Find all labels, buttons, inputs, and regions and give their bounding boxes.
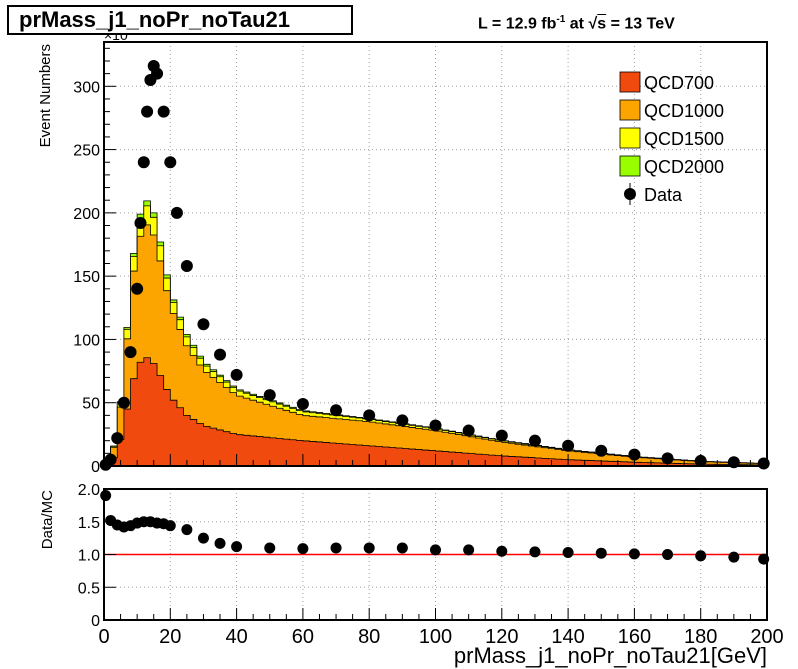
ratio-point	[181, 524, 193, 536]
ratio-point	[595, 547, 607, 559]
y-tick-label-upper: 50	[82, 396, 100, 413]
ratio-point	[463, 544, 475, 556]
data-point	[197, 318, 210, 331]
data-point	[151, 67, 164, 80]
data-point	[296, 397, 309, 410]
data-point	[134, 216, 147, 229]
ratio-point	[100, 490, 112, 502]
legend-swatch-qcd1500	[619, 127, 641, 149]
data-point	[230, 368, 243, 381]
lumi-exp: -1	[556, 14, 566, 25]
stack-qcd700	[103, 357, 768, 467]
data-point	[157, 105, 170, 118]
chart-title: prMass_j1_noPr_noTau21	[19, 7, 291, 32]
legend-data-marker	[624, 188, 636, 200]
legend-swatch-qcd1000	[619, 99, 641, 121]
x-tick-label: 80	[358, 626, 380, 648]
data-point	[180, 260, 193, 273]
ratio-point	[662, 549, 674, 560]
data-point	[562, 439, 575, 452]
data-point	[528, 434, 541, 447]
y-tick-label-upper: 200	[73, 206, 100, 223]
legend-swatch-qcd2000	[619, 155, 641, 177]
data-point	[661, 452, 674, 465]
data-point	[170, 206, 183, 219]
legend-label-data: Data	[644, 185, 683, 205]
x-axis-title: prMass_j1_noPr_noTau21[GeV]	[454, 643, 767, 668]
legend-swatch-qcd700	[619, 71, 641, 93]
legend-label-qcd700: QCD700	[644, 73, 714, 93]
chart-title-box: prMass_j1_noPr_noTau21	[7, 5, 353, 35]
x-tick-label: 180	[684, 626, 717, 648]
data-point	[111, 432, 124, 445]
y-tick-label-lower: 0.5	[78, 580, 100, 597]
ratio-point	[264, 542, 276, 554]
legend-label-qcd1500: QCD1500	[644, 129, 724, 149]
ratio-point	[396, 542, 408, 554]
ratio-point	[214, 537, 226, 549]
x-tick-label: 100	[419, 626, 452, 648]
ratio-point	[496, 545, 508, 557]
y-tick-label-lower: 0	[91, 613, 100, 630]
data-point	[396, 414, 409, 427]
y-axis-title-upper: Event Numbers	[37, 44, 54, 147]
lumi-tail: = 13 TeV	[606, 15, 675, 33]
ratio-point	[363, 542, 375, 554]
y-tick-label-upper: 150	[73, 269, 100, 286]
ratio-point	[628, 548, 640, 560]
data-point	[495, 429, 508, 442]
data-point	[104, 453, 117, 466]
data-point	[137, 156, 150, 169]
data-point	[363, 409, 376, 422]
legend-label-qcd2000: QCD2000	[644, 157, 724, 177]
y-tick-label-upper: 100	[73, 332, 100, 349]
data-point	[117, 396, 130, 409]
y-axis-title-lower: Data/MC	[39, 490, 56, 549]
x-tick-label: 60	[292, 626, 314, 648]
x-tick-label: 0	[98, 626, 109, 648]
y-tick-label-upper: 0	[91, 459, 100, 476]
data-point	[595, 444, 608, 457]
data-point	[462, 424, 475, 437]
y-tick-label-upper: 250	[73, 143, 100, 160]
ratio-point	[562, 547, 574, 559]
x-tick-label: 20	[159, 626, 181, 648]
y-tick-label-lower: 1.5	[78, 515, 100, 532]
data-point	[429, 419, 442, 432]
ratio-point	[197, 532, 209, 544]
lumi-root: √	[588, 15, 598, 33]
data-point	[124, 346, 137, 359]
x-tick-label: 140	[551, 626, 584, 648]
data-point	[263, 389, 276, 402]
data-point	[330, 404, 343, 417]
y-tick-label-lower: 2.0	[78, 482, 100, 499]
x-tick-label: 200	[750, 626, 783, 648]
luminosity-label: L = 12.9 fb-1 at √s = 13 TeV	[478, 14, 675, 33]
ratio-point	[330, 542, 342, 554]
y-tick-label-lower: 1.0	[78, 548, 100, 565]
ratio-point	[297, 543, 309, 555]
data-point	[131, 282, 144, 295]
data-point	[141, 105, 154, 118]
lumi-mid: at	[565, 15, 589, 33]
legend-label-qcd1000: QCD1000	[644, 101, 724, 121]
x-tick-label: 160	[618, 626, 651, 648]
ratio-point	[231, 541, 243, 553]
lumi-s: s	[597, 15, 607, 33]
data-point	[214, 348, 227, 361]
ratio-point	[728, 551, 740, 563]
ratio-point	[164, 520, 176, 532]
ratio-point	[529, 546, 541, 558]
ratio-point	[430, 544, 441, 556]
y-tick-label-upper: 300	[73, 79, 100, 96]
x-tick-label: 40	[225, 626, 247, 648]
x-tick-label: 120	[485, 626, 518, 648]
data-point	[164, 156, 177, 169]
ratio-point	[695, 550, 707, 562]
lumi-lead: L = 12.9 fb	[478, 15, 557, 33]
